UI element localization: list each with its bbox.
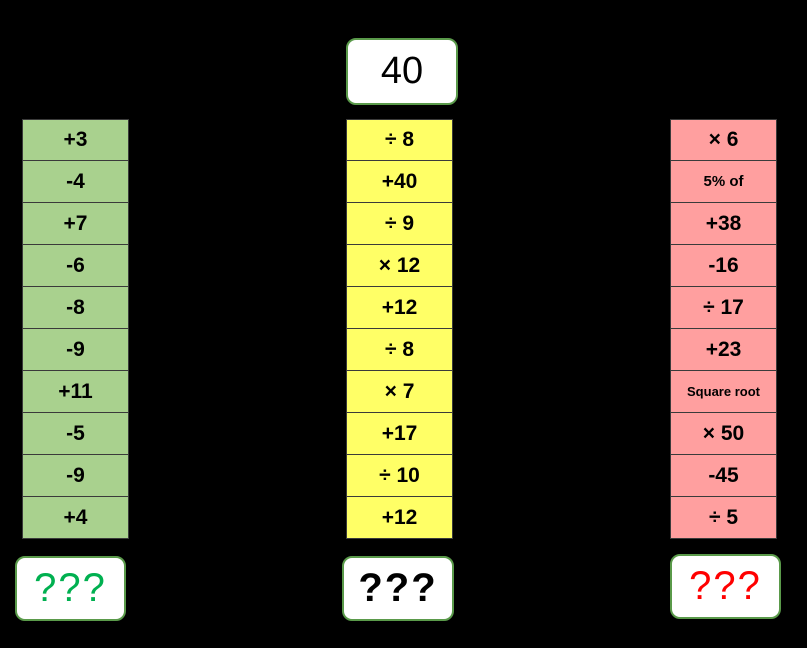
operation-cell: ÷ 5 [670, 497, 777, 539]
operation-cell: 5% of [670, 161, 777, 203]
green-answer-box: ??? [15, 556, 126, 621]
operation-cell: -5 [22, 413, 129, 455]
operation-cell: -16 [670, 245, 777, 287]
operation-cell: × 7 [346, 371, 453, 413]
operation-cell: +12 [346, 287, 453, 329]
green-answer-text: ??? [34, 566, 107, 610]
operation-cell: -4 [22, 161, 129, 203]
operation-cell: +40 [346, 161, 453, 203]
operation-cell: -45 [670, 455, 777, 497]
operation-cell: +17 [346, 413, 453, 455]
operation-cell: +3 [22, 119, 129, 161]
green-operations-column: +3 -4 +7 -6 -8 -9 +11 -5 -9 +4 [22, 119, 129, 539]
red-operations-column: × 6 5% of +38 -16 ÷ 17 +23 Square root ×… [670, 119, 777, 539]
operation-cell: Square root [670, 371, 777, 413]
yellow-answer-box: ??? [342, 556, 454, 621]
operation-cell: +12 [346, 497, 453, 539]
operation-cell: ÷ 17 [670, 287, 777, 329]
start-number: 40 [380, 50, 424, 92]
operation-cell: ÷ 9 [346, 203, 453, 245]
operation-cell: × 12 [346, 245, 453, 287]
red-answer-box: ??? [670, 554, 781, 619]
operation-cell: -6 [22, 245, 129, 287]
operation-cell: ÷ 10 [346, 455, 453, 497]
operation-cell: +11 [22, 371, 129, 413]
operation-cell: +4 [22, 497, 129, 539]
start-number-box: 40 [346, 38, 458, 105]
operation-cell: ÷ 8 [346, 329, 453, 371]
operation-cell: -9 [22, 329, 129, 371]
operation-cell: -8 [22, 287, 129, 329]
operation-cell: +23 [670, 329, 777, 371]
red-answer-text: ??? [689, 564, 762, 608]
operation-cell: × 50 [670, 413, 777, 455]
operation-cell: +38 [670, 203, 777, 245]
yellow-operations-column: ÷ 8 +40 ÷ 9 × 12 +12 ÷ 8 × 7 +17 ÷ 10 +1… [346, 119, 453, 539]
operation-cell: ÷ 8 [346, 119, 453, 161]
operation-cell: -9 [22, 455, 129, 497]
yellow-answer-text: ??? [358, 566, 438, 610]
operation-cell: × 6 [670, 119, 777, 161]
operation-cell: +7 [22, 203, 129, 245]
